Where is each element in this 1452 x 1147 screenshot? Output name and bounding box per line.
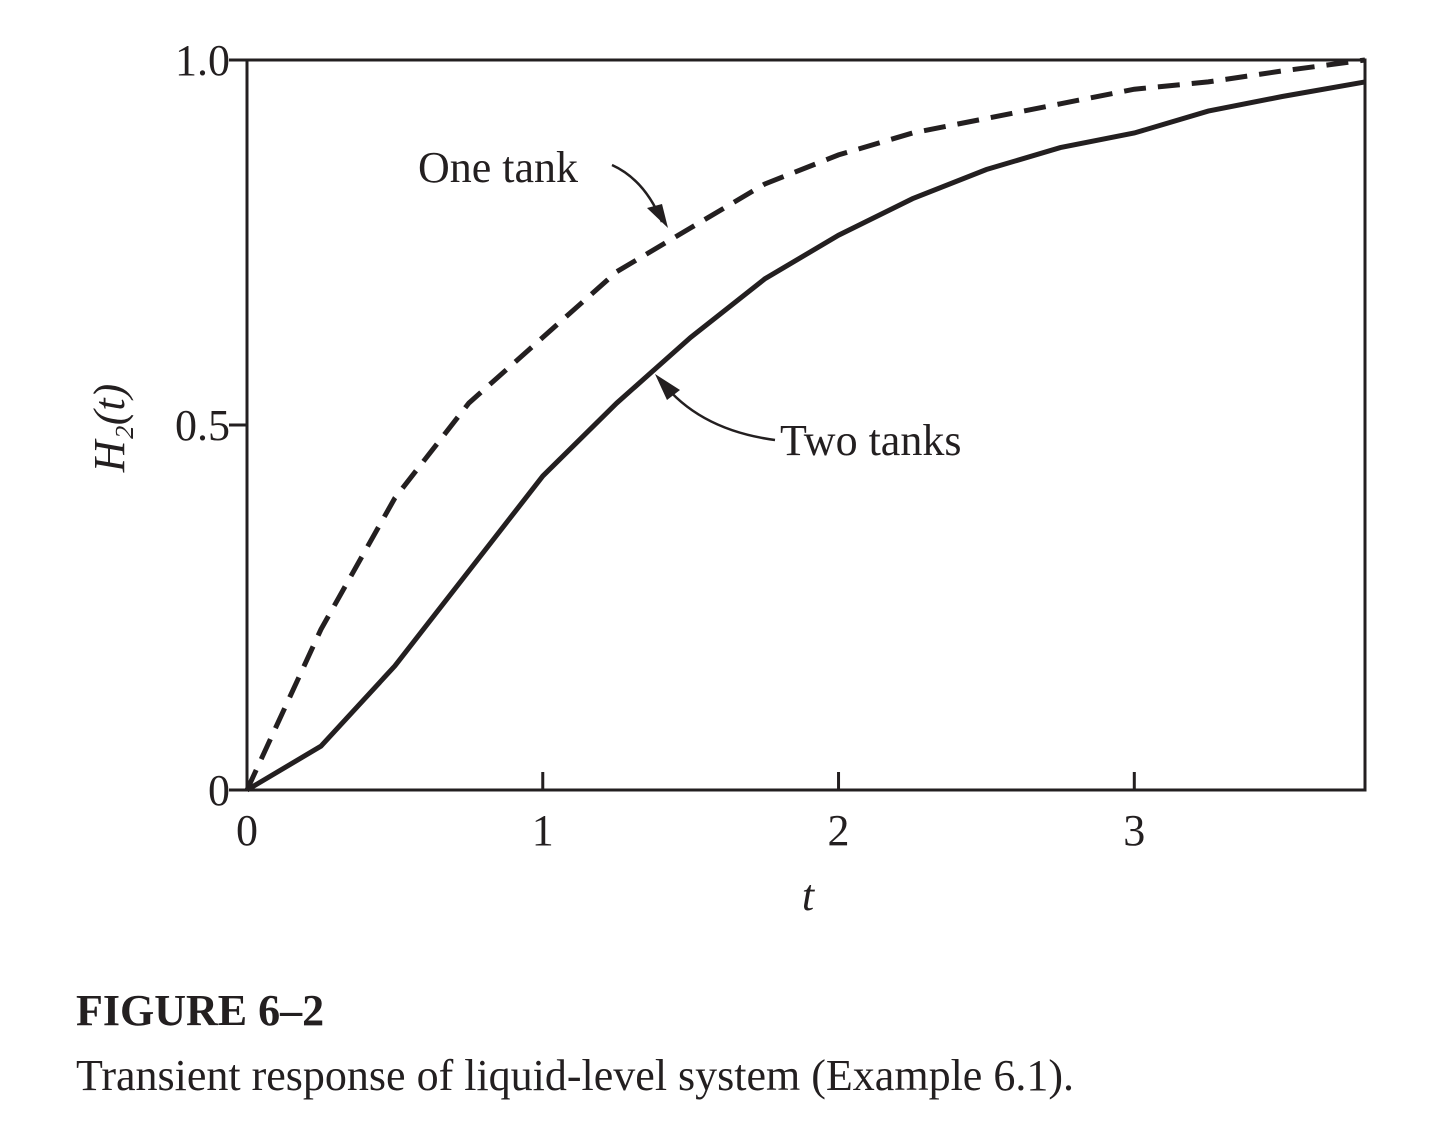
caption: Transient response of liquid-level syste…	[76, 1051, 1074, 1100]
arrowhead	[647, 204, 668, 228]
series-line	[245, 79, 1366, 793]
series-label: One tank	[418, 143, 578, 192]
series-label: Two tanks	[780, 416, 961, 465]
x-tick-label: 1	[532, 806, 554, 855]
x-tick-label: 2	[828, 806, 850, 855]
x-tick-label: 3	[1123, 806, 1145, 855]
figure-label: FIGURE 6–2	[76, 986, 324, 1035]
y-tick-label: 0	[208, 766, 230, 815]
y-tick-label: 0.5	[175, 401, 230, 450]
arrowhead	[655, 374, 680, 400]
series-line	[244, 57, 1366, 792]
y-tick-label: 1.0	[175, 36, 230, 85]
x-tick-label: 0	[236, 806, 258, 855]
y-axis-label: H₂(t)	[85, 384, 134, 474]
x-axis-label: t	[802, 871, 816, 920]
